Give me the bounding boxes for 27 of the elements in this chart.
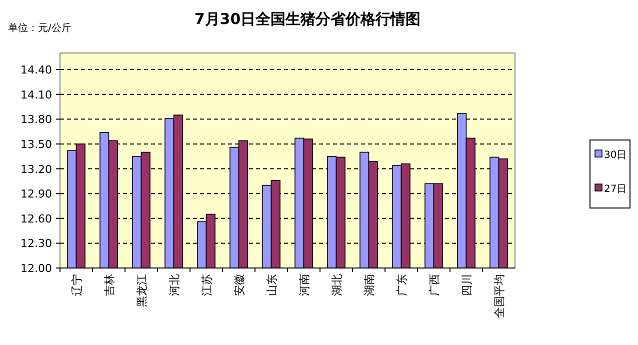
x-tick-label: 河北 (168, 274, 181, 296)
x-tick-label: 广西 (428, 274, 441, 296)
y-tick-label: 14.40 (20, 64, 52, 77)
chart-title: 7月30日全国生猪分省价格行情图 (194, 10, 421, 28)
y-tick-label: 13.80 (20, 113, 52, 126)
x-tick-label: 河南 (298, 274, 311, 296)
x-tick-label: 江苏 (200, 274, 214, 296)
x-tick-label: 湖北 (330, 274, 344, 296)
y-tick-label: 12.90 (20, 188, 52, 201)
x-tick-label: 安徽 (232, 274, 246, 296)
legend-label: 27日 (604, 184, 627, 195)
y-tick-label: 13.20 (20, 162, 52, 176)
x-tick-label: 四川 (460, 274, 474, 296)
x-tick-label: 吉林 (102, 274, 116, 296)
legend-label: 30日 (604, 150, 627, 161)
y-tick-label: 14.10 (20, 88, 52, 102)
x-tick-label: 广东 (395, 274, 408, 296)
x-tick-label: 辽宁 (70, 274, 84, 296)
chart-subtitle: 单位：元/公斤 (8, 22, 72, 34)
y-tick-label: 12.30 (20, 237, 52, 250)
x-tick-label: 湖南 (362, 274, 376, 296)
x-tick-label: 黑龙江 (135, 274, 148, 307)
x-tick-label: 全国平均 (492, 274, 506, 318)
y-tick-label: 12.60 (20, 212, 52, 226)
y-tick-label: 12.00 (20, 262, 52, 275)
y-tick-label: 13.50 (20, 138, 52, 151)
x-tick-label: 山东 (265, 274, 278, 296)
